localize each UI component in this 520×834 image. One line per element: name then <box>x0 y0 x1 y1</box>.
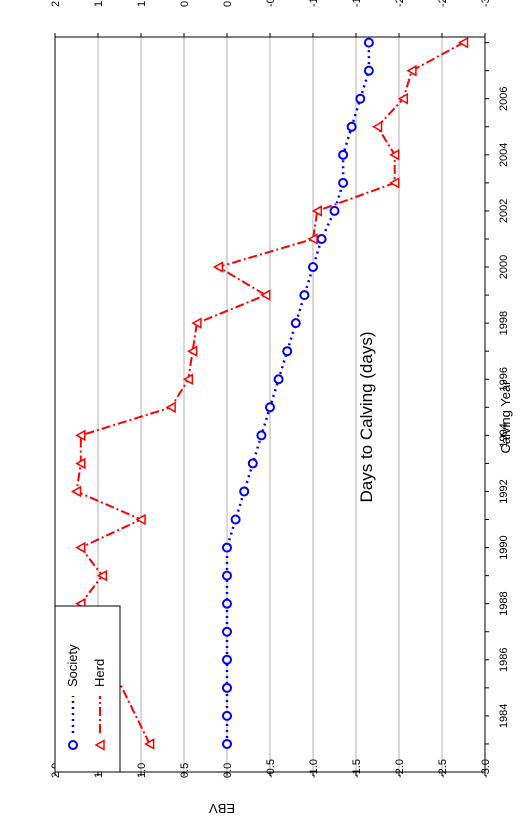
data-point-herd <box>397 92 409 105</box>
legend-marker-herd <box>94 739 105 751</box>
x-tick-label: 1988 <box>498 591 510 615</box>
y-tick-label: 0.5 <box>179 763 191 778</box>
series-line-herd <box>75 41 464 745</box>
series-line-society <box>225 42 371 744</box>
data-point-herd <box>311 205 323 217</box>
y-tick-label: 1.0 <box>136 0 148 7</box>
y-tick-label: -0.5 <box>265 0 277 7</box>
data-point-herd <box>96 569 108 582</box>
data-point-herd <box>75 429 86 442</box>
x-axis-title: Calving Year <box>498 380 513 454</box>
legend-box <box>54 605 121 773</box>
legend-label-society: Society <box>65 644 80 687</box>
data-point-society <box>338 177 349 188</box>
y-tick-label: -3.0 <box>480 759 492 778</box>
y-tick-label: -1.5 <box>351 0 363 7</box>
data-point-society <box>247 458 258 469</box>
data-point-society <box>316 233 327 244</box>
data-point-society <box>222 682 232 693</box>
y-tick-label: 0.0 <box>222 763 234 778</box>
data-point-herd <box>389 177 400 189</box>
y-tick-label: 2.0 <box>50 0 62 7</box>
data-point-herd <box>371 120 383 133</box>
data-point-society <box>256 430 267 441</box>
x-tick-label: 1992 <box>498 479 510 503</box>
x-tick-label: 1994 <box>498 423 510 447</box>
data-point-herd <box>191 317 202 329</box>
y-tick-label: -2.0 <box>394 759 406 778</box>
data-point-society <box>363 37 374 48</box>
data-point-society <box>222 626 232 637</box>
series-society <box>222 37 374 749</box>
data-point-society <box>363 65 374 76</box>
legend: Society Herd <box>54 605 121 773</box>
data-point-society <box>290 318 301 329</box>
y-tick-label: 1.5 <box>93 0 105 7</box>
data-point-herd <box>144 738 155 750</box>
data-point-herd <box>307 233 318 245</box>
y-tick-label: 0.0 <box>222 0 234 7</box>
y-tick-label: -2.0 <box>394 0 406 7</box>
data-point-society <box>308 262 318 273</box>
data-point-herd <box>182 373 194 386</box>
data-point-society <box>222 542 232 553</box>
y-tick-label: -2.5 <box>437 759 449 778</box>
data-point-society <box>282 346 293 357</box>
data-point-society <box>355 93 366 104</box>
data-point-herd <box>165 401 176 414</box>
x-tick-label: 2006 <box>498 86 510 110</box>
data-point-society <box>239 486 250 497</box>
y-tick-label: 1.0 <box>136 763 148 778</box>
x-tick-labels: 1984 1986 1988 1990 1992 1994 1996 1998 2000 2002… <box>485 42 510 745</box>
x-tick-label: 2000 <box>498 255 510 279</box>
data-point-herd <box>389 149 400 161</box>
y-tick-label: -1.0 <box>308 759 320 778</box>
data-point-herd <box>75 457 86 470</box>
data-point-herd <box>406 64 417 77</box>
data-point-society <box>222 654 232 665</box>
x-tick-label: 1986 <box>498 648 510 672</box>
data-point-society <box>273 374 284 385</box>
data-point-society <box>222 738 232 749</box>
data-point-herd <box>212 261 224 273</box>
data-point-society <box>265 402 275 413</box>
data-point-society <box>338 149 349 160</box>
series-herd <box>70 36 469 750</box>
y-tick-label: -3.0 <box>480 0 492 7</box>
y-tick-label: -2.5 <box>437 0 449 7</box>
data-point-herd <box>260 289 271 301</box>
legend-item-society: Society <box>65 644 80 750</box>
data-point-society <box>222 710 232 721</box>
data-point-society <box>299 290 310 301</box>
data-point-society <box>346 121 357 132</box>
y-tick-labels-left: 2.01.51.00.50.0-0.5-1.0-1.5-2.0-2.5-3.0 <box>50 759 492 778</box>
x-tick-label: 1990 <box>498 535 510 559</box>
data-point-herd <box>135 513 146 526</box>
y-tick-label: -1.0 <box>308 0 320 7</box>
series-layer <box>70 36 469 750</box>
data-point-society <box>329 205 340 216</box>
x-tick-label: 1984 <box>498 704 510 728</box>
data-point-herd <box>70 485 82 498</box>
data-point-society <box>222 570 232 581</box>
data-point-herd <box>75 541 86 554</box>
y-tick-labels-right: 2.0 1.5 1.0 0.5 0.0 -0.5 -1.0 -1.5 -2.0 -2.5 -3.0 <box>50 0 492 37</box>
x-tick-label: 2002 <box>498 199 510 223</box>
legend-label-herd: Herd <box>92 659 107 687</box>
x-tick-label: 1998 <box>498 311 510 335</box>
data-point-herd <box>187 345 198 357</box>
y-axis-title: EBV <box>209 801 235 816</box>
y-tick-label: 0.5 <box>179 0 191 7</box>
data-point-herd <box>457 36 469 49</box>
y-tick-label: -0.5 <box>265 759 277 778</box>
x-tick-label: 1996 <box>498 367 510 391</box>
legend-item-herd: Herd <box>92 659 107 751</box>
data-point-society <box>222 598 232 609</box>
y-tick-label: -1.5 <box>351 759 363 778</box>
data-point-society <box>230 514 241 525</box>
x-tick-label: 2004 <box>498 143 510 167</box>
legend-marker-society <box>68 740 78 750</box>
chart-title: Days to Calving (days) <box>357 331 376 502</box>
